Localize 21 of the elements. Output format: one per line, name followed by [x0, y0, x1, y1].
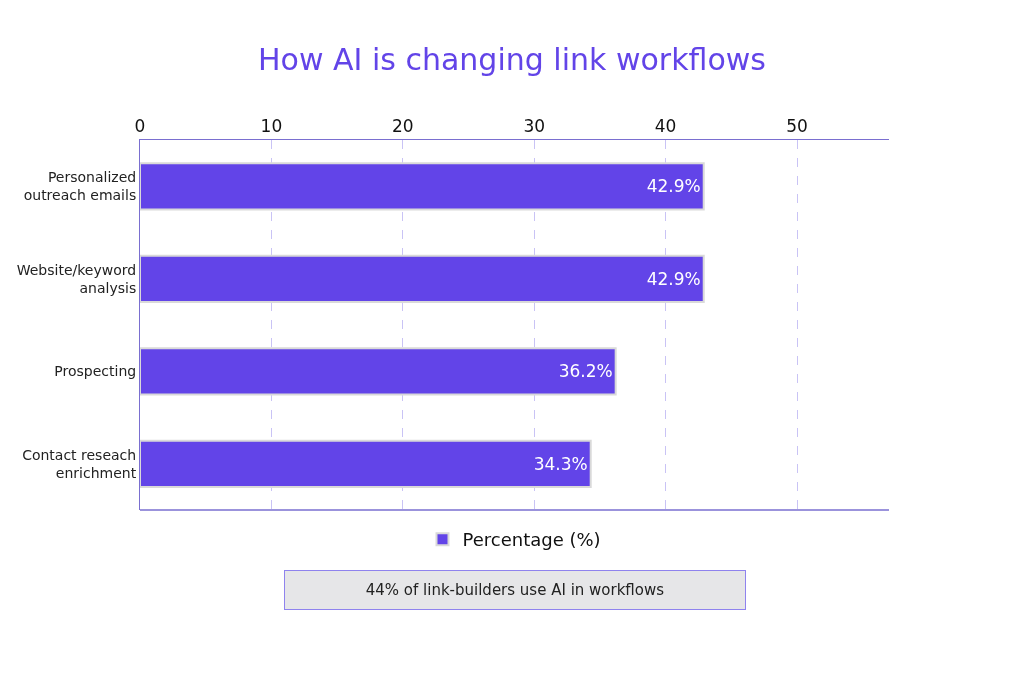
y-tick-label: Website/keyword analysis: [16, 261, 137, 296]
x-tick-label: 50: [786, 116, 808, 137]
x-tick-label: 20: [391, 116, 414, 137]
y-tick-label: Personalized outreach emails: [23, 169, 137, 204]
bar: [140, 162, 705, 211]
text: 42.9%: [646, 176, 701, 197]
chart-title: How AI is changing link workflows: [258, 42, 766, 77]
bar: [140, 254, 705, 303]
y-tick-label: Prospecting: [54, 363, 137, 380]
text: 34.3%: [533, 453, 588, 474]
x-tick-label: 30: [523, 116, 546, 137]
bar: [140, 347, 617, 396]
x-tick-label: 40: [654, 116, 677, 137]
x-tick-label: 0: [134, 116, 146, 137]
x-tick-label: 10: [260, 116, 283, 137]
bar: [140, 439, 592, 488]
text: 42.9%: [646, 268, 701, 289]
text: 44% of link-builders use AI in workflows: [365, 581, 665, 599]
text: 36.2%: [558, 361, 613, 382]
y-tick-label: Contact reseach enrichment: [22, 446, 137, 481]
legend-label: Percentage (%): [462, 529, 601, 551]
